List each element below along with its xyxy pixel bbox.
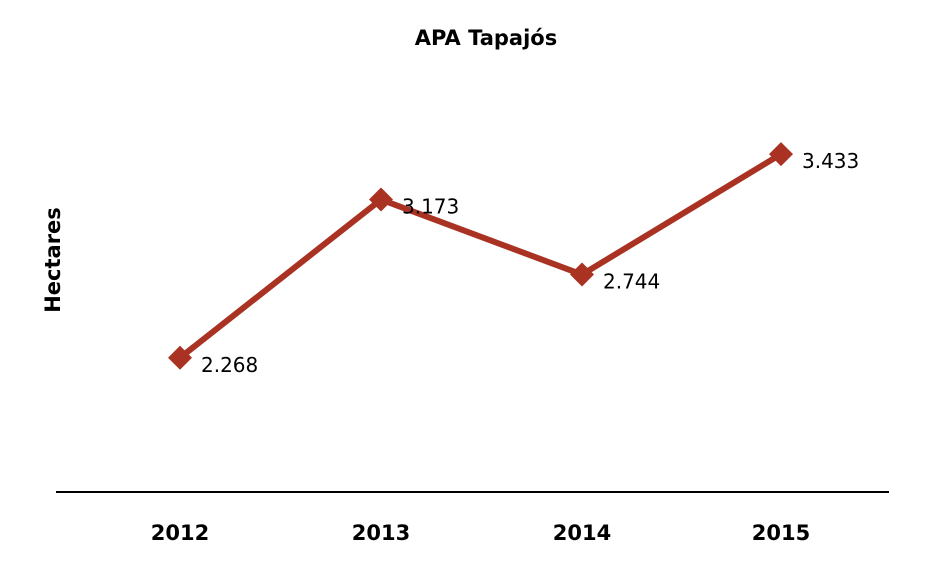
series-line [178,151,783,361]
data-label-2014: 2.744 [603,270,660,294]
x-tick-label-2015: 2015 [752,521,810,545]
x-tick-label-2012: 2012 [151,521,209,545]
data-point-marker-2013 [369,187,393,212]
y-axis-label: Hectares [41,207,65,313]
data-label-2012: 2.268 [201,353,258,377]
x-tick-label-2014: 2014 [553,521,611,545]
x-tick-label-2013: 2013 [352,521,410,545]
x-axis-ticks: 2012 2013 2014 2015 [151,521,810,545]
data-label-2015: 3.433 [802,149,859,173]
plot-area: 2.268 3.173 2.744 3.433 [168,142,859,377]
data-point-marker-2012 [168,345,192,370]
data-point-marker-2014 [570,262,594,287]
data-label-2013: 3.173 [402,195,459,219]
chart-title: APA Tapajós [415,26,557,50]
data-point-marker-2015 [769,142,793,167]
